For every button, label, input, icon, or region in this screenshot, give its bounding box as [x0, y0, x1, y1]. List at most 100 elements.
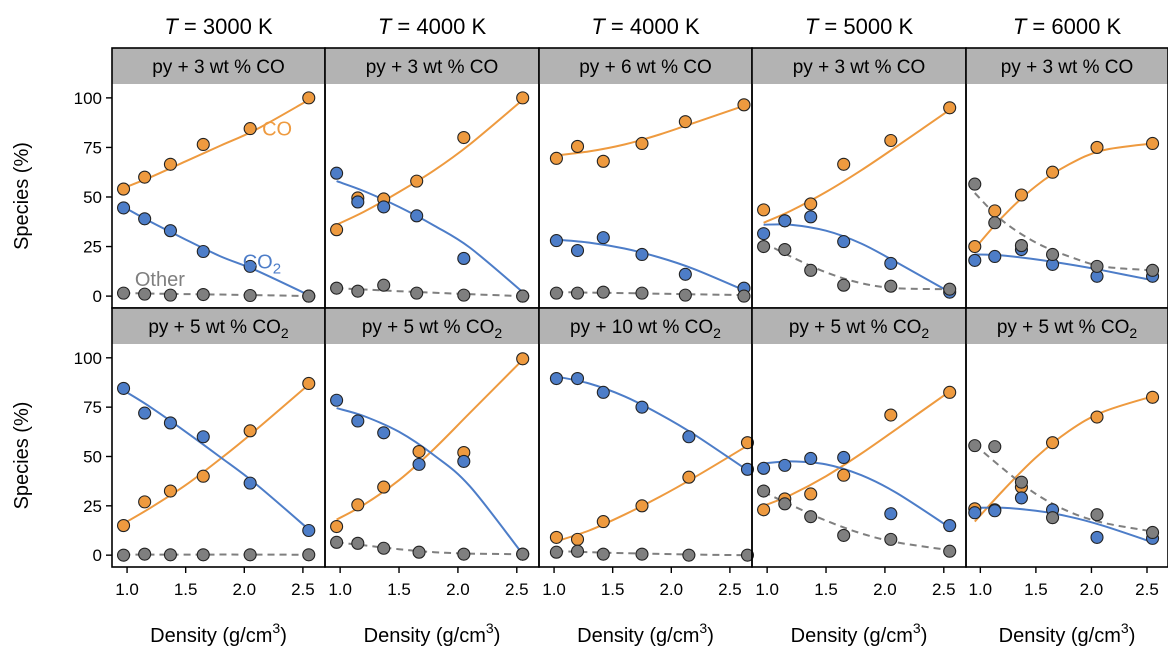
column-title-3: T = 4000 K	[591, 14, 700, 39]
panel-strip	[752, 308, 966, 344]
data-point-co2	[457, 454, 471, 468]
data-point-other	[196, 548, 210, 562]
data-point-co2	[412, 457, 426, 471]
panel-3: py + 6 wt % CO	[538, 47, 753, 309]
x-tick-label: 1.5	[1024, 580, 1048, 599]
x-axis-label-main: Density (g/cm	[577, 625, 699, 647]
data-point-other	[804, 263, 818, 277]
panel-frame	[324, 47, 540, 309]
data-point-co	[163, 157, 177, 171]
x-tick-label: 1.0	[115, 580, 139, 599]
fit-line-other	[336, 287, 523, 298]
column-title-rest: = 6000 K	[1026, 14, 1121, 39]
data-point-co	[1146, 136, 1160, 151]
data-point-co	[596, 154, 610, 168]
data-point-co	[968, 239, 982, 254]
data-point-other	[570, 544, 585, 558]
data-point-co	[410, 174, 424, 188]
data-point-other	[163, 548, 177, 562]
data-point-co2	[988, 249, 1002, 264]
data-point-other	[570, 286, 585, 300]
data-point-other	[635, 547, 649, 561]
data-point-co	[635, 136, 649, 151]
data-point-co	[412, 445, 426, 459]
fit-line-co2	[974, 506, 1153, 544]
fit-line-other	[556, 550, 748, 557]
x-tick-label: 1.0	[328, 580, 352, 599]
data-point-co2	[1090, 530, 1104, 544]
panel-strip-label: py + 6 wt % CO	[579, 57, 712, 78]
x-axis-label: Density (g/cm3)	[364, 620, 501, 647]
fit-line-co	[974, 395, 1153, 523]
data-point-co	[117, 182, 131, 196]
annotation-text: Other	[135, 269, 185, 291]
data-point-other	[804, 510, 818, 524]
x-axis-label-close: )	[921, 625, 928, 647]
fit-line-other	[123, 292, 309, 298]
y-tick-label: 100	[74, 349, 102, 368]
data-point-co	[1090, 140, 1104, 154]
data-point-co2	[678, 267, 692, 281]
x-axis-label-superscript: 3	[913, 620, 921, 636]
data-point-co2	[757, 461, 771, 475]
data-point-other	[778, 242, 792, 257]
column-title-italic: T	[378, 14, 393, 39]
data-point-co	[549, 530, 563, 544]
panel-strip-label: py + 3 wt % CO	[793, 57, 926, 78]
x-axis-label-close: )	[494, 625, 501, 647]
x-tick-label: 2.0	[1080, 580, 1104, 599]
strip-label-subscript: 2	[1129, 325, 1137, 341]
data-point-co	[678, 115, 692, 129]
strip-label-subscript: 2	[281, 325, 289, 341]
data-point-other	[410, 286, 424, 300]
column-title-italic: T	[164, 14, 179, 39]
y-tick-label: 50	[83, 188, 102, 207]
fit-line-co	[763, 108, 951, 224]
data-point-other	[1090, 259, 1104, 273]
data-point-co2	[410, 209, 424, 223]
fit-line-co	[123, 99, 310, 190]
data-point-other	[243, 548, 257, 562]
y-tick-label: 75	[83, 398, 102, 417]
data-point-co	[740, 436, 755, 450]
data-point-co	[516, 352, 530, 366]
data-point-co2	[968, 506, 982, 520]
strip-label-main: py + 3 wt % CO	[793, 57, 926, 78]
data-point-co	[1090, 410, 1104, 424]
x-axis-label: Density (g/cm3)	[150, 620, 287, 647]
annotation-co: CO	[262, 119, 292, 141]
fit-line-other	[336, 541, 523, 556]
panel-strip	[966, 308, 1168, 344]
x-axis-label-superscript: 3	[272, 620, 280, 636]
data-point-co	[330, 223, 344, 237]
data-point-co	[884, 408, 898, 422]
data-point-co2	[804, 210, 818, 224]
data-point-co2	[757, 227, 771, 241]
column-title-italic: T	[591, 14, 606, 39]
panel-strip	[325, 308, 539, 344]
data-point-co	[884, 133, 898, 148]
fit-line-co	[556, 444, 749, 543]
fit-line-co2	[974, 253, 1153, 282]
x-tick-label: 1.5	[174, 580, 198, 599]
data-point-co2	[682, 430, 696, 444]
strip-label-main: py + 5 wt % CO	[997, 317, 1130, 338]
data-point-co	[943, 101, 957, 115]
data-point-other	[943, 544, 957, 558]
data-point-co	[804, 487, 818, 501]
data-point-other	[1014, 239, 1028, 253]
strip-label-main: py + 10 wt % CO	[570, 317, 713, 338]
x-tick-label: 1.0	[969, 580, 993, 599]
data-point-co	[117, 519, 131, 533]
data-point-other	[678, 288, 692, 302]
data-point-co	[243, 424, 257, 438]
data-point-other	[757, 484, 771, 498]
data-point-co2	[163, 224, 177, 238]
data-point-co2	[377, 426, 391, 440]
data-point-other	[138, 287, 152, 301]
data-point-co	[330, 519, 344, 534]
fit-line-co	[763, 390, 951, 507]
panel-6: py + 5 wt % CO2	[111, 307, 326, 568]
panel-strip-label: py + 10 wt % CO2	[570, 317, 721, 341]
data-point-other	[837, 278, 851, 292]
